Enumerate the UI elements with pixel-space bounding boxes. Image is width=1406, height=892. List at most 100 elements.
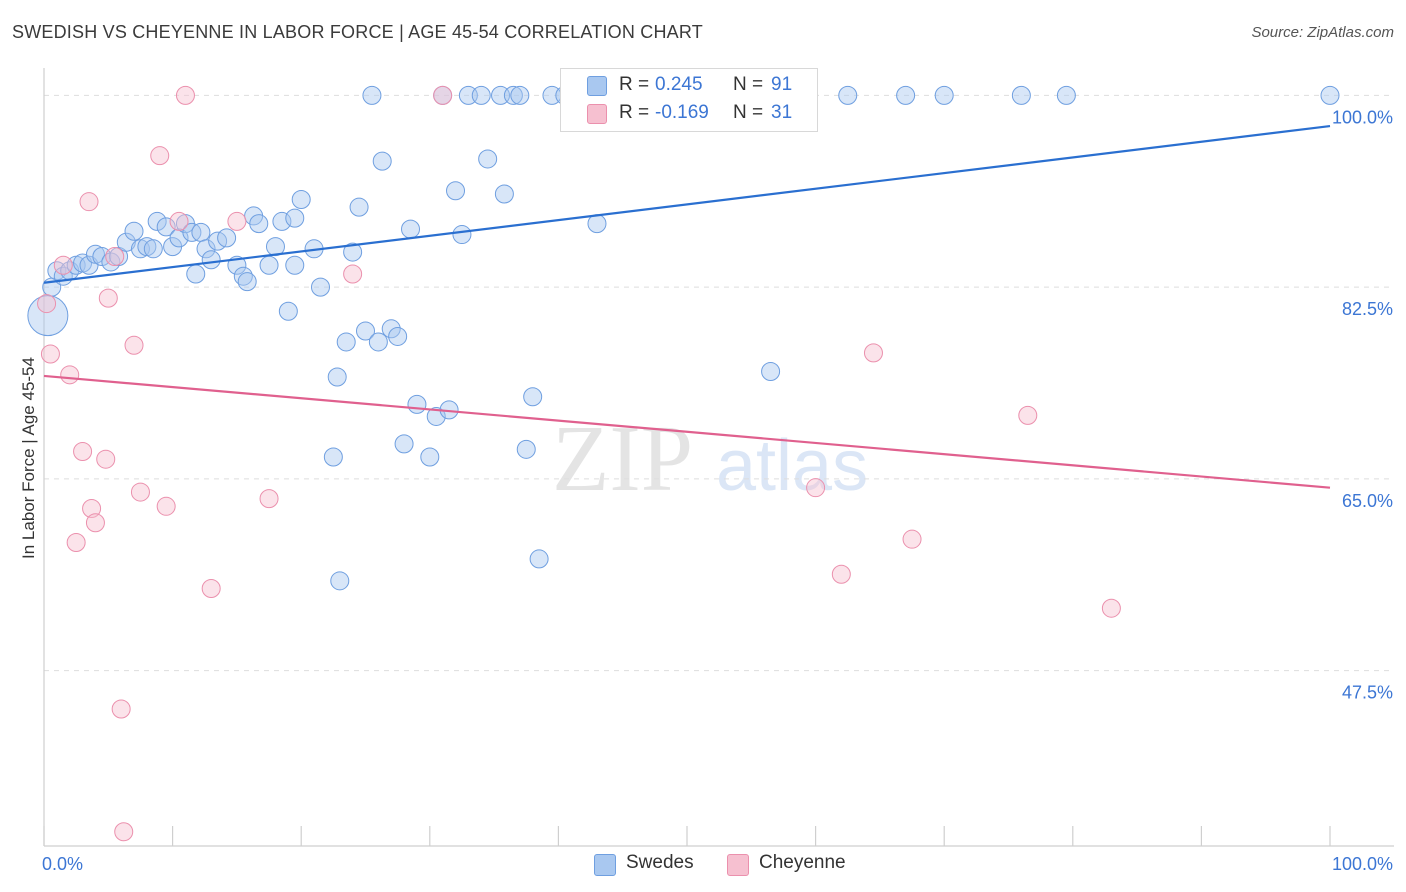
- x-tick-label: 100.0%: [1332, 854, 1393, 874]
- swedes-point: [896, 85, 916, 105]
- cheyenne-point: [40, 344, 60, 364]
- stats-legend: R = 0.245 N = 91 R = -0.169 N = 31: [560, 68, 818, 132]
- swedes-point: [124, 221, 144, 241]
- swedes-point: [934, 85, 954, 105]
- swedes-point: [356, 321, 375, 341]
- cheyenne-point: [66, 532, 86, 552]
- swedes-point: [446, 181, 466, 201]
- cheyenne-point: [130, 482, 150, 502]
- cheyenne-point: [79, 192, 99, 212]
- swedes-point: [191, 222, 211, 242]
- swedes-point: [327, 367, 347, 387]
- watermark-atlas: atlas: [716, 426, 868, 506]
- cheyenne-point: [85, 513, 105, 533]
- swedes-point: [186, 264, 206, 284]
- cheyenne-points: [37, 85, 1121, 842]
- cheyenne-point: [124, 335, 144, 355]
- swedes-point: [494, 184, 514, 204]
- cheyenne-r-value: -0.169: [655, 102, 709, 123]
- r-label: R =: [619, 74, 650, 95]
- cheyenne-point: [863, 343, 883, 363]
- cheyenne-point: [201, 578, 221, 598]
- y-axis-label: In Labor Force | Age 45-54: [19, 357, 38, 559]
- trend-lines: [43, 124, 1331, 489]
- cheyenne-point: [227, 211, 247, 231]
- swedes-point: [587, 214, 607, 234]
- swedes-point: [196, 239, 216, 259]
- cheyenne-point: [82, 499, 102, 519]
- y-tick-label: 47.5%: [1342, 683, 1393, 703]
- swedes-point: [323, 447, 343, 467]
- swedes-point: [372, 151, 392, 171]
- swedes-point: [388, 326, 408, 346]
- cheyenne-point: [114, 822, 134, 842]
- swedes-point: [362, 85, 382, 105]
- n-label: N =: [733, 102, 764, 123]
- cheyenne-point: [96, 449, 116, 469]
- swedes-point: [217, 228, 237, 248]
- swedes-point: [510, 85, 530, 105]
- cheyenne-point: [53, 255, 73, 275]
- axes: [43, 68, 1394, 847]
- y-tick-label: 65.0%: [1342, 491, 1393, 511]
- cheyenne-point: [169, 211, 189, 231]
- swedes-point: [394, 434, 414, 454]
- cheyenne-point: [343, 264, 363, 284]
- swedes-point: [285, 255, 305, 275]
- y-tick-label: 82.5%: [1342, 299, 1393, 319]
- swedes-legend-swatch: [594, 854, 616, 876]
- cheyenne-point: [902, 529, 922, 549]
- swedes-point: [285, 208, 305, 228]
- swedes-point: [838, 85, 858, 105]
- swedes-point: [143, 239, 163, 259]
- cheyenne-point: [150, 146, 170, 166]
- tick-labels: 100.0% 82.5% 65.0% 47.5% 0.0% 100.0%: [42, 107, 1393, 874]
- cheyenne-n-value: 31: [771, 102, 793, 123]
- chart-title: SWEDISH VS CHEYENNE IN LABOR FORCE | AGE…: [12, 22, 703, 42]
- swedes-point: [349, 197, 369, 217]
- swedes-point: [310, 277, 330, 297]
- swedes-swatch: [587, 76, 607, 96]
- swedes-point: [401, 219, 421, 239]
- swedes-point: [1320, 85, 1340, 105]
- swedes-point: [291, 189, 311, 209]
- swedes-point: [156, 217, 176, 237]
- cheyenne-point: [156, 496, 176, 516]
- swedes-point: [169, 228, 189, 248]
- swedes-point: [278, 301, 298, 321]
- swedes-point: [523, 387, 543, 407]
- swedes-point: [343, 242, 363, 262]
- cheyenne-point: [105, 246, 125, 266]
- swedes-point: [272, 211, 292, 231]
- cheyenne-swatch: [587, 104, 607, 124]
- cheyenne-point: [111, 699, 131, 719]
- swedes-point: [471, 85, 491, 105]
- swedes-point: [1056, 85, 1076, 105]
- swedes-point: [452, 225, 472, 245]
- cheyenne-legend-swatch: [727, 854, 749, 876]
- swedes-n-value: 91: [771, 74, 793, 95]
- swedes-r-value: 0.245: [655, 74, 703, 95]
- swedes-point: [407, 394, 427, 414]
- swedes-point: [420, 447, 440, 467]
- swedes-point: [761, 362, 781, 382]
- swedes-point: [381, 319, 401, 339]
- swedes-point: [330, 571, 350, 591]
- cheyenne-point: [259, 489, 279, 509]
- swedes-point: [237, 272, 257, 292]
- swedes-point: [233, 266, 253, 286]
- swedes-point: [336, 332, 356, 352]
- cheyenne-point: [1018, 405, 1038, 425]
- swedes-trend-line: [43, 124, 1331, 284]
- cheyenne-point: [806, 478, 826, 498]
- swedes-point: [1011, 85, 1031, 105]
- swedes-legend-label: Swedes: [626, 852, 694, 873]
- swedes-point: [259, 255, 279, 275]
- swedes-points: [27, 85, 1340, 591]
- cheyenne-point: [37, 294, 57, 314]
- cheyenne-point: [60, 365, 80, 385]
- x-tick-label: 0.0%: [42, 854, 83, 874]
- cheyenne-point: [73, 442, 93, 462]
- swedes-point: [529, 549, 549, 569]
